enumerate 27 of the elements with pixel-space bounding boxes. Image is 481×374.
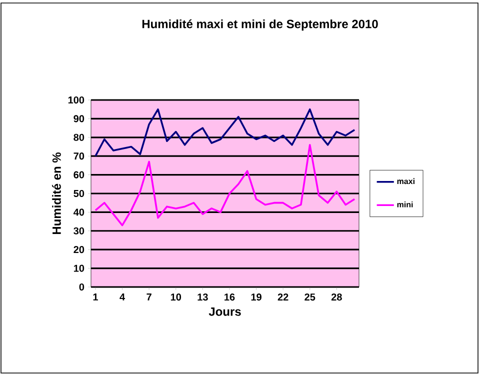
legend-label: maxi: [397, 178, 414, 184]
x-tick-label: 25: [304, 294, 316, 301]
y-tick-label: 90: [74, 115, 84, 122]
x-tick-label: 28: [331, 294, 342, 301]
x-tick-label: 1: [93, 294, 98, 300]
y-tick-label: 60: [74, 171, 84, 178]
x-tick-label: 4: [120, 294, 125, 300]
x-tick-label: 10: [170, 294, 182, 301]
chart-title: Humidité maxi et mini de Septembre 2010: [142, 19, 378, 31]
line-series: [94, 108, 356, 157]
legend-label: mini: [397, 201, 413, 208]
x-tick-label: 16: [224, 294, 235, 301]
y-tick-label: 80: [74, 134, 84, 141]
y-tick-label: 30: [74, 227, 84, 234]
x-tick-label: 22: [278, 294, 288, 300]
x-tick-label: 7: [146, 294, 152, 300]
x-tick-label: 19: [251, 294, 262, 301]
y-tick-label: 20: [74, 246, 84, 254]
y-tick-label: 100: [68, 96, 84, 104]
y-tick-label: 50: [74, 190, 84, 198]
x-tick-label: 13: [198, 294, 208, 301]
y-axis-title: Humidité en %: [52, 152, 61, 234]
y-tick-label: 40: [74, 208, 84, 216]
y-tick-label: 0: [79, 283, 84, 291]
y-tick-label: 70: [74, 152, 84, 160]
y-tick-label: 10: [74, 264, 84, 272]
x-axis-title: Jours: [208, 307, 241, 316]
